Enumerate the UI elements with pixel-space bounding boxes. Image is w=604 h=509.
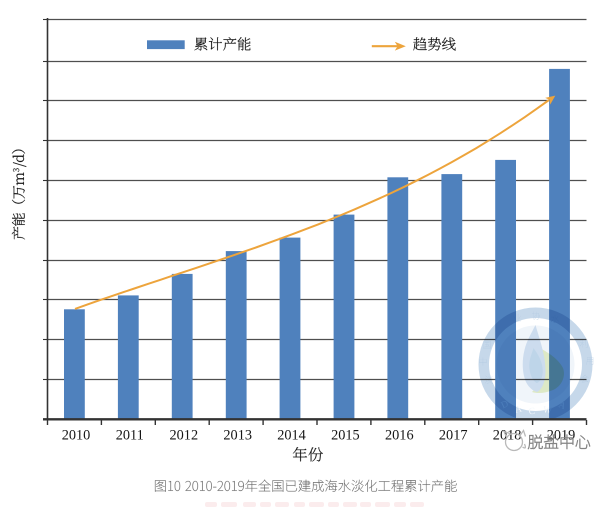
svg-text:2012: 2012 [170,427,199,443]
svg-text:2011: 2011 [116,427,144,443]
svg-text:2017: 2017 [439,427,468,443]
svg-text:2010: 2010 [62,427,91,443]
svg-text:2016: 2016 [385,427,414,443]
svg-text:2015: 2015 [331,427,360,443]
svg-text:2013: 2013 [223,427,252,443]
svg-text:2018: 2018 [493,427,522,443]
svg-text:A: A [557,400,567,412]
svg-text:2014: 2014 [277,427,306,443]
svg-text:C: C [528,407,535,417]
svg-text:A: A [514,404,523,415]
svg-text:W: W [542,405,552,416]
svg-text:D: D [500,399,511,411]
